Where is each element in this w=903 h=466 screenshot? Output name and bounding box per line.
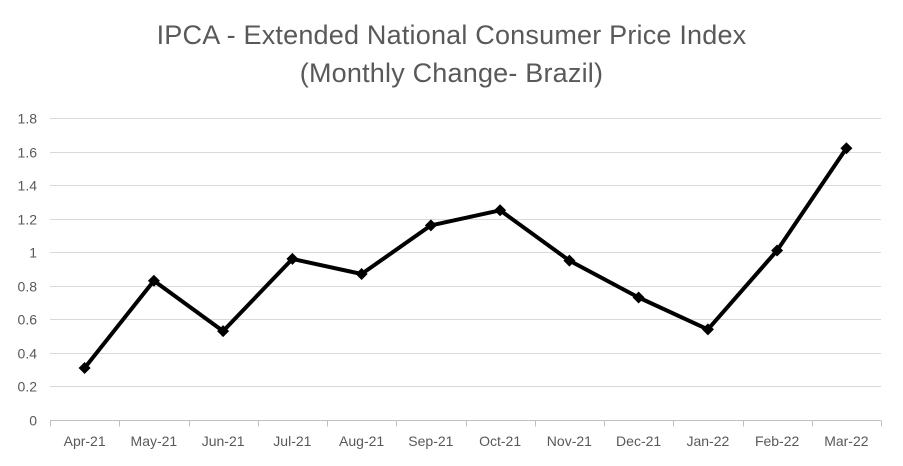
x-tick-label: Jul-21 [273, 433, 311, 449]
x-tick-label: Feb-22 [755, 433, 800, 449]
series-layer [78, 142, 853, 374]
data-point-marker [355, 268, 368, 280]
x-tick-label: Jun-21 [202, 433, 245, 449]
data-point-marker [840, 142, 853, 155]
data-point-marker [771, 244, 784, 257]
x-tick-label: Aug-21 [339, 433, 384, 449]
gridlines [50, 118, 881, 387]
y-axis-tick-labels: 0 0.2 0.4 0.6 0.8 1 1.2 1.4 1.6 1.8 [18, 111, 38, 429]
x-tick-label: Apr-21 [64, 433, 106, 449]
data-point-marker [701, 323, 714, 336]
x-axis-tick-labels: Apr-21 May-21 Jun-21 Jul-21 Aug-21 Sep-21 Oct-… [64, 433, 869, 449]
data-point-marker [286, 252, 299, 265]
data-point-marker [563, 254, 576, 267]
y-tick-label: 0.8 [18, 279, 38, 295]
chart-title-block: IPCA - Extended National Consumer Price … [0, 16, 903, 92]
x-tick-label: Sep-21 [408, 433, 453, 449]
x-tick-label: Mar-22 [824, 433, 869, 449]
y-tick-label: 1.6 [18, 145, 38, 161]
data-point-marker [632, 291, 645, 304]
x-tick-label: Oct-21 [479, 433, 521, 449]
x-axis [50, 420, 882, 427]
y-tick-label: 0.4 [18, 346, 38, 362]
y-tick-label: 1.2 [18, 212, 38, 228]
chart-title: IPCA - Extended National Consumer Price … [156, 20, 747, 50]
data-point-marker [147, 274, 160, 287]
y-tick-label: 0.6 [18, 312, 38, 328]
y-tick-label: 0 [29, 413, 37, 429]
x-tick-label: Dec-21 [616, 433, 661, 449]
data-point-marker [494, 204, 507, 217]
x-tick-label: Jan-22 [686, 433, 729, 449]
y-tick-label: 0.2 [18, 379, 38, 395]
y-tick-label: 1.4 [18, 178, 38, 194]
data-point-marker [217, 325, 230, 338]
data-point-marker [78, 362, 91, 374]
x-tick-label: Nov-21 [547, 433, 592, 449]
series-line [82, 146, 849, 370]
y-tick-label: 1.8 [18, 111, 38, 127]
data-point-marker [424, 219, 437, 232]
y-tick-label: 1 [29, 245, 37, 261]
x-tick-label: May-21 [131, 433, 178, 449]
chart-subtitle: (Monthly Change- Brazil) [299, 58, 604, 88]
